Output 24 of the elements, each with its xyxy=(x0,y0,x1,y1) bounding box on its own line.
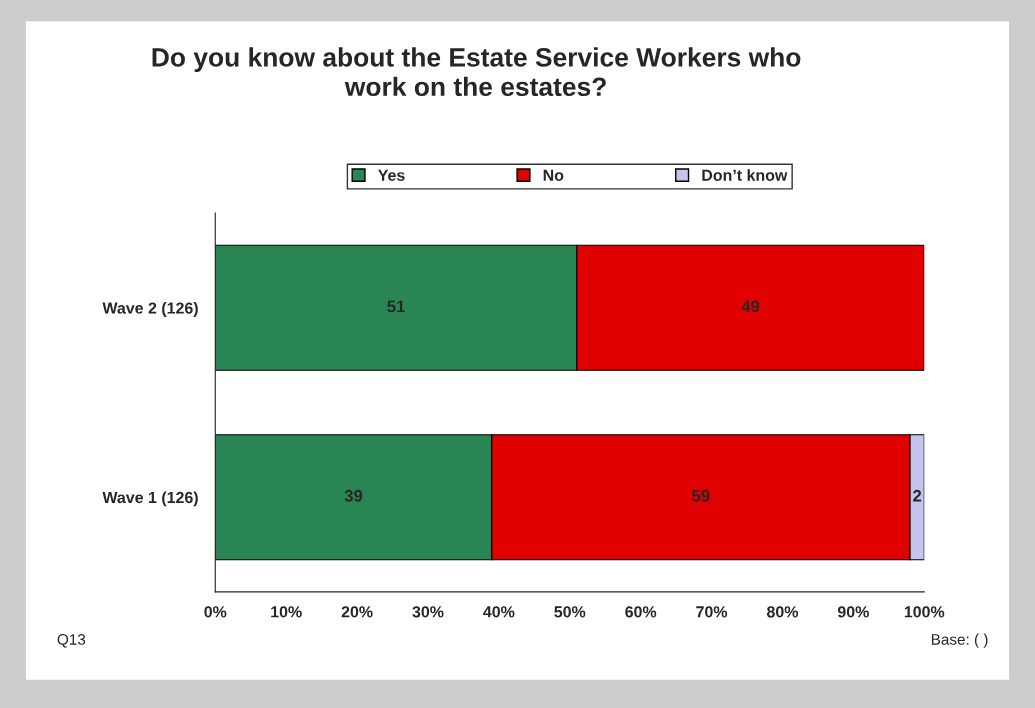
legend-label: Don’t know xyxy=(702,169,788,181)
data-label: 49 xyxy=(741,300,760,313)
legend-label: No xyxy=(543,169,564,181)
x-tick-label: 60% xyxy=(625,606,657,618)
legend-label: Yes xyxy=(378,169,405,181)
x-tick-label: 20% xyxy=(341,606,373,618)
chart-title: Do you know about the Estate Service Workers who work on the estates? xyxy=(152,47,801,97)
data-label: 59 xyxy=(692,489,710,502)
x-tick-label: 50% xyxy=(554,606,586,618)
text: Base: ( ) xyxy=(931,633,988,648)
x-tick-label: 70% xyxy=(696,606,728,618)
x-tick-label: 80% xyxy=(766,606,799,618)
x-tick-label: 40% xyxy=(483,606,515,618)
data-label: 39 xyxy=(344,489,363,502)
x-tick-label: 90% xyxy=(837,606,869,618)
y-tick-label: Wave 2 (126) xyxy=(102,302,198,317)
data-label: 2 xyxy=(913,489,922,502)
data-label: 51 xyxy=(387,300,405,313)
y-tick-label: Wave 1 (126) xyxy=(102,491,198,507)
x-tick-label: 0% xyxy=(204,606,227,618)
x-tick-label: 10% xyxy=(271,606,302,618)
x-tick-label: 100% xyxy=(904,606,945,618)
x-tick-label: 30% xyxy=(412,606,444,618)
text: Q13 xyxy=(57,634,86,648)
